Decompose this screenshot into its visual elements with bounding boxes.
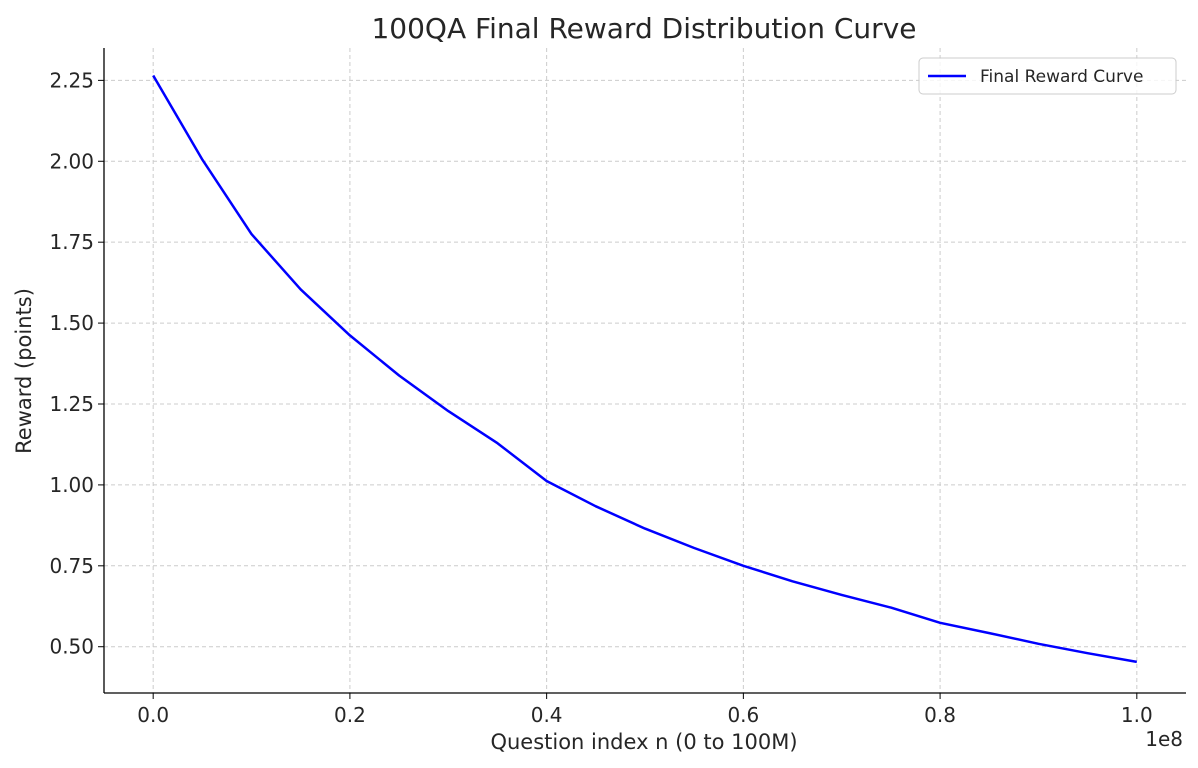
x-tick-label: 0.8 (924, 703, 956, 727)
y-axis-ticks: 0.50 0.75 1.00 1.25 1.50 1.75 2.00 2.25 (49, 68, 104, 659)
series-lines (152, 74, 1138, 664)
x-tick-label: 0.0 (137, 703, 169, 727)
y-tick-label: 0.75 (49, 554, 94, 578)
x-tick-label: 0.6 (727, 703, 759, 727)
axes (103, 48, 1186, 694)
legend-label: Final Reward Curve (980, 67, 1143, 87)
y-tick-label: 1.75 (49, 230, 94, 254)
x-axis-label: Question index n (0 to 100M) (490, 730, 797, 754)
y-tick-label: 0.50 (49, 635, 94, 659)
y-tick-label: 1.25 (49, 392, 94, 416)
y-tick-label: 1.00 (49, 473, 94, 497)
chart-title: 100QA Final Reward Distribution Curve (371, 12, 916, 45)
x-tick-label: 0.2 (334, 703, 366, 727)
series-line-final-reward-curve (152, 74, 1138, 664)
x-tick-label: 1.0 (1121, 703, 1153, 727)
y-tick-label: 2.25 (49, 68, 94, 92)
grid-lines (104, 48, 1186, 693)
legend: Final Reward Curve (918, 57, 1177, 95)
y-axis-label: Reward (points) (12, 288, 36, 454)
y-tick-label: 1.50 (49, 311, 94, 335)
y-tick-label: 2.00 (49, 149, 94, 173)
legend-box (918, 57, 1177, 95)
x-axis-ticks: 0.0 0.2 0.4 0.6 0.8 1.0 (137, 693, 1153, 727)
x-tick-label: 0.4 (531, 703, 563, 727)
x-axis-offset-label: 1e8 (1145, 727, 1183, 751)
